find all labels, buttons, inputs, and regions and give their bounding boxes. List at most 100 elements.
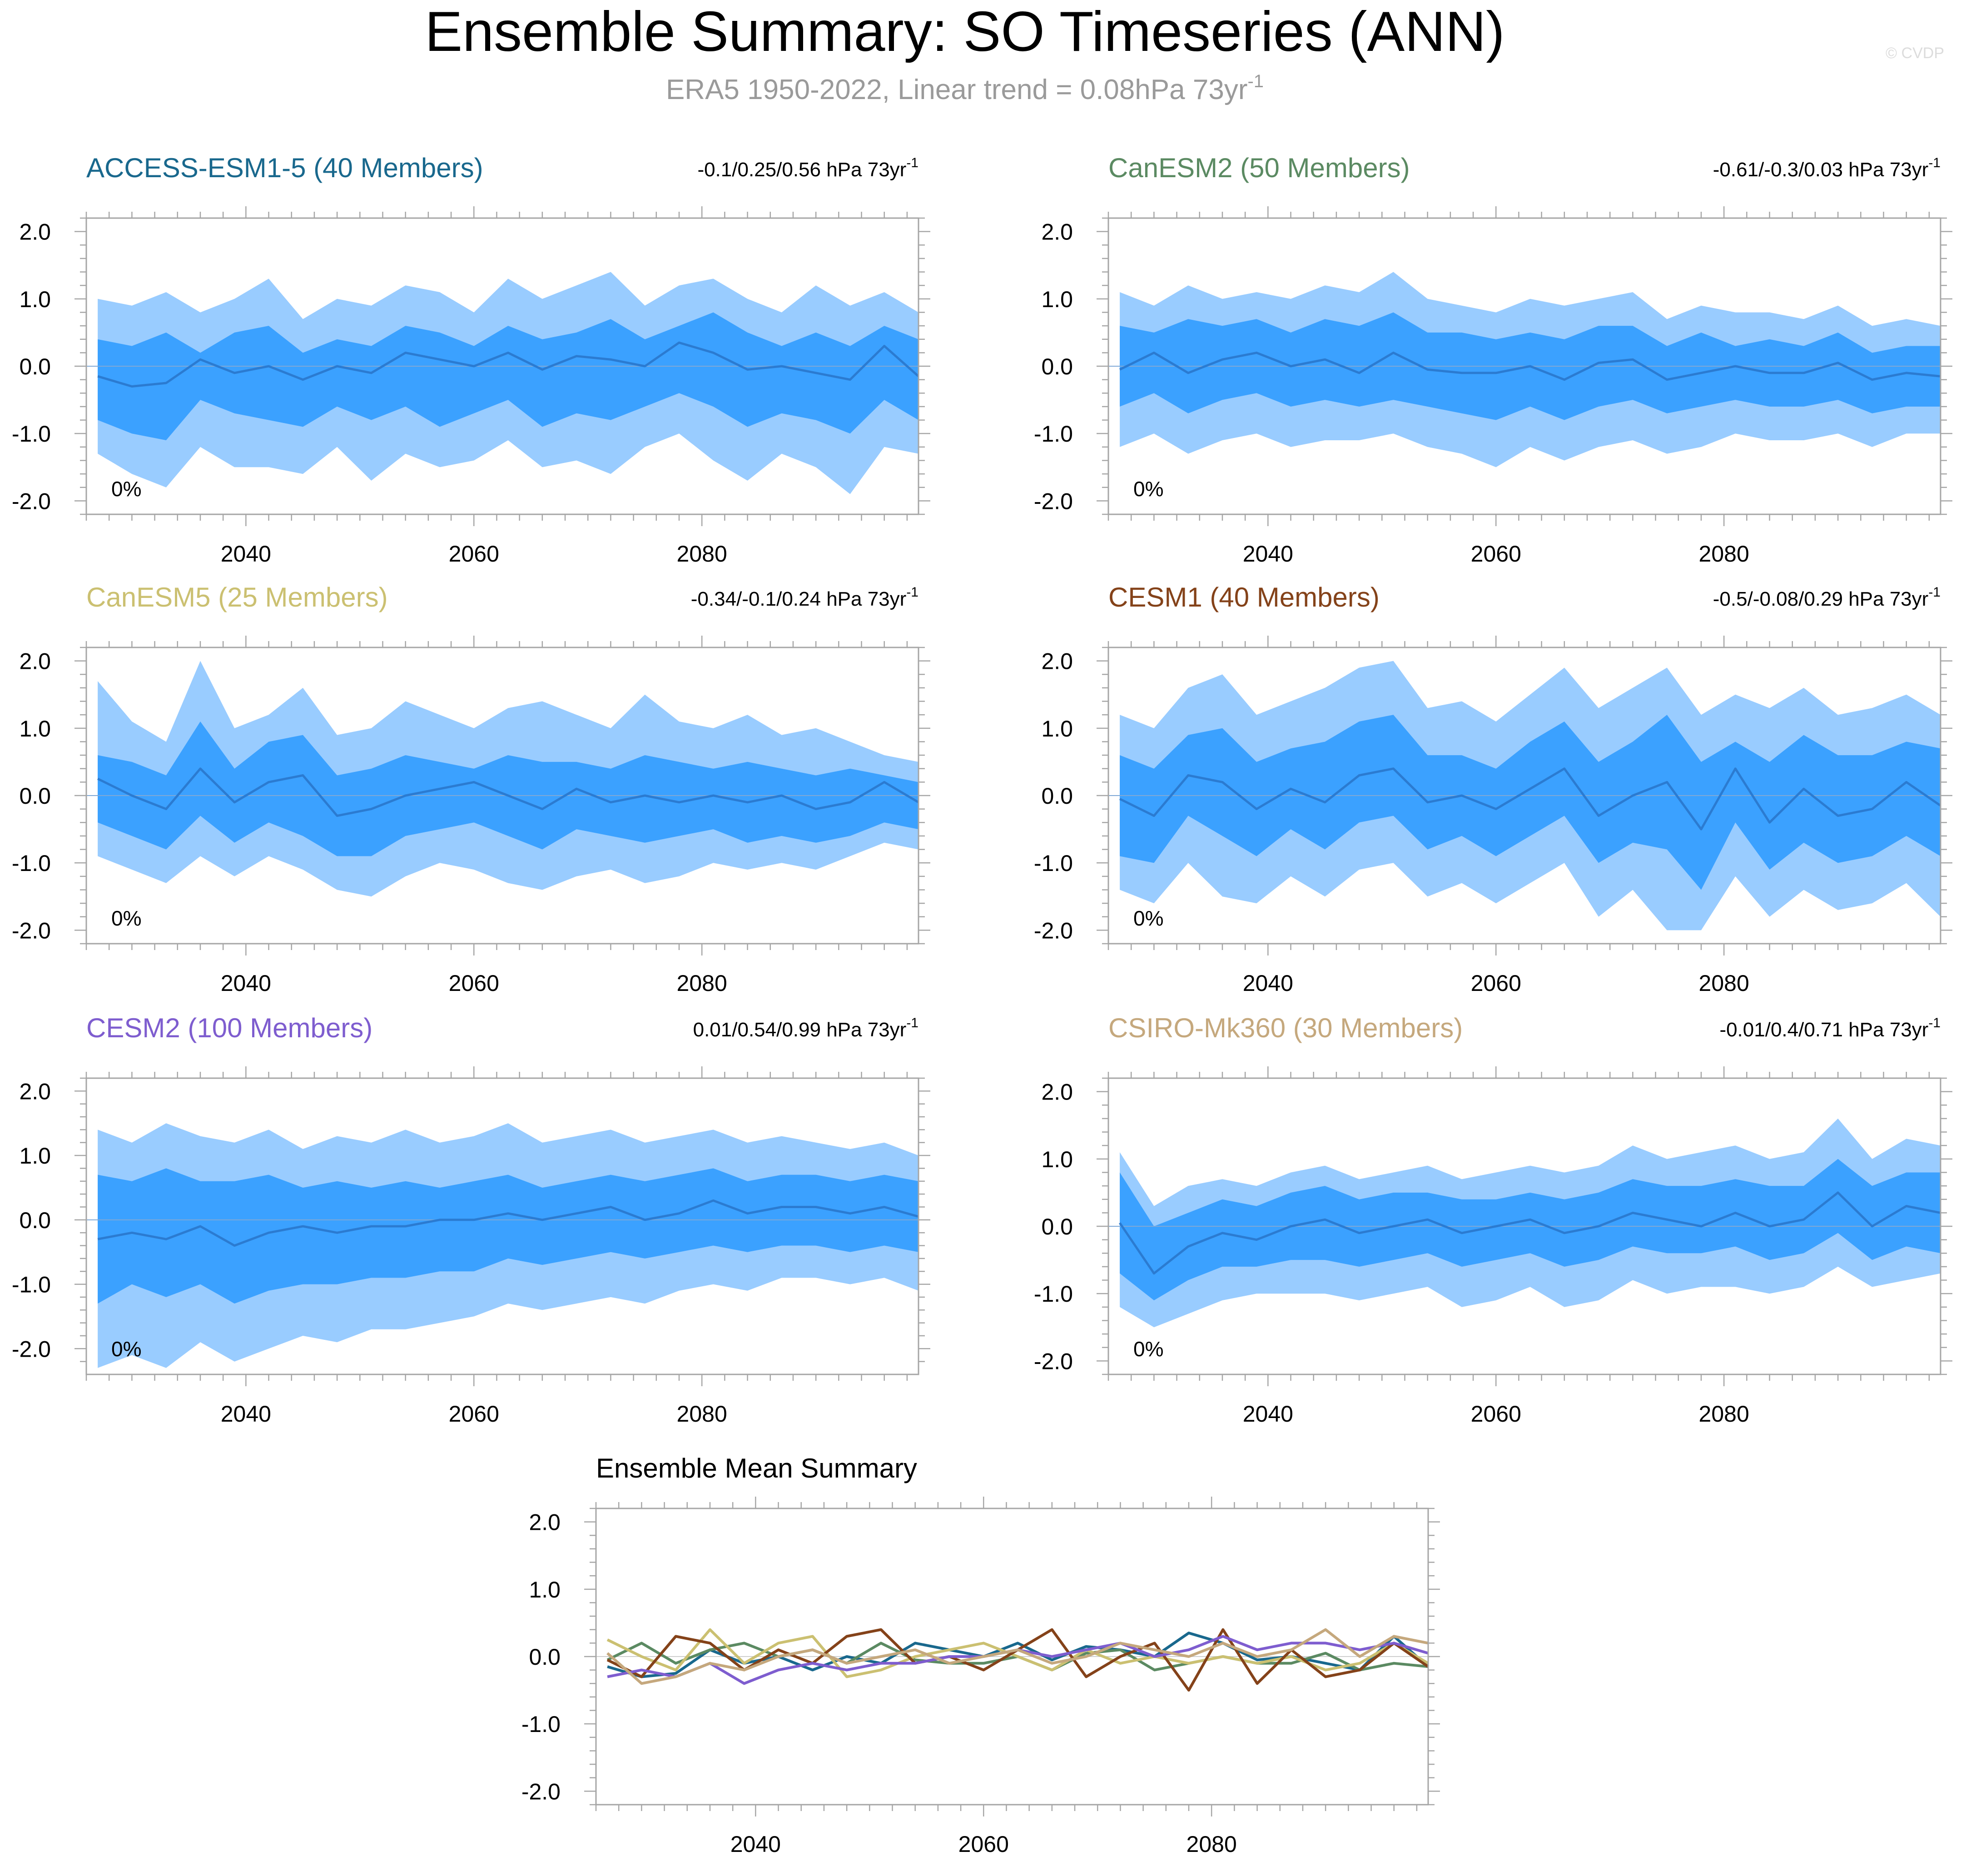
- x-tick-label: 2060: [449, 970, 499, 996]
- panel-model-title: CSIRO-Mk360 (30 Members): [1108, 1013, 1463, 1043]
- trend-range-text: -0.01/0.4/0.71 hPa 73yr: [1719, 1019, 1928, 1041]
- y-tick-label: 2.0: [1041, 1080, 1073, 1105]
- ensemble-mean-line: [97, 1199, 919, 1247]
- y-tick-label: 2.0: [19, 219, 51, 245]
- x-tick-label: 2060: [1471, 970, 1521, 996]
- ensemble-mean-line: [1119, 1191, 1941, 1275]
- y-tick-label: -1.0: [12, 851, 51, 876]
- y-tick-label: 2.0: [19, 649, 51, 674]
- mean-series-line-cesm1: [606, 1628, 1429, 1692]
- panel-percent-label: 0%: [1133, 1337, 1163, 1361]
- y-tick-label: 0.0: [1041, 354, 1073, 379]
- panel-percent-label: 0%: [111, 477, 141, 501]
- range-band-inner: [1120, 715, 1941, 890]
- y-tick-label: -2.0: [1034, 1349, 1073, 1374]
- chart-panel-1: ACCESS-ESM1-5 (40 Members) -0.1/0.25/0.56…: [12, 153, 930, 567]
- panel-trend-range: -0.5/-0.08/0.29 hPa 73yr-1: [1713, 585, 1941, 610]
- panels-group: ACCESS-ESM1-5 (40 Members) -0.1/0.25/0.56…: [12, 153, 1952, 1857]
- trend-range-text: -0.1/0.25/0.56 hPa 73yr: [697, 159, 906, 181]
- y-tick-label: 1.0: [19, 716, 51, 741]
- panel-percent-label: 0%: [111, 906, 141, 930]
- y-tick-label: 0.0: [1041, 783, 1073, 809]
- x-tick-label: 2040: [730, 1831, 781, 1857]
- panel-model-title: CanESM2 (50 Members): [1108, 153, 1410, 183]
- y-tick-label: 2.0: [1041, 219, 1073, 245]
- x-tick-label: 2040: [1243, 541, 1293, 567]
- y-tick-label: -2.0: [12, 488, 51, 514]
- x-tick-label: 2060: [449, 541, 499, 567]
- mean-series-line-csiro-mk360: [606, 1628, 1429, 1685]
- x-tick-label: 2040: [1243, 970, 1293, 996]
- figure-subtitle: ERA5 1950-2022, Linear trend = 0.08hPa 7…: [666, 71, 1264, 105]
- panel-trend-range: 0.01/0.54/0.99 hPa 73yr-1: [693, 1015, 918, 1041]
- panel-model-title: CanESM5 (25 Members): [86, 582, 388, 612]
- plot-frame: [85, 1077, 919, 1375]
- x-tick-label: 2060: [958, 1831, 1009, 1857]
- trend-range-superscript: -1: [906, 585, 918, 600]
- y-tick-label: 2.0: [1041, 649, 1073, 674]
- panel-trend-range: -0.61/-0.3/0.03 hPa 73yr-1: [1713, 155, 1941, 181]
- y-tick-label: 1.0: [19, 287, 51, 312]
- y-tick-label: 2.0: [529, 1510, 561, 1535]
- y-tick-label: -1.0: [1034, 1281, 1073, 1307]
- range-band-inner: [98, 312, 919, 440]
- trend-range-superscript: -1: [1928, 155, 1941, 170]
- y-tick-label: 0.0: [1041, 1214, 1073, 1239]
- trend-range-text: -0.34/-0.1/0.24 hPa 73yr: [691, 588, 907, 610]
- y-tick-label: -2.0: [1034, 918, 1073, 943]
- y-tick-label: -1.0: [521, 1712, 561, 1737]
- y-tick-label: -2.0: [12, 918, 51, 943]
- y-tick-label: 1.0: [529, 1577, 561, 1602]
- chart-panel-2: CanESM2 (50 Members) -0.61/-0.3/0.03 hPa …: [1034, 153, 1952, 567]
- panel-trend-range: -0.01/0.4/0.71 hPa 73yr-1: [1719, 1015, 1941, 1041]
- x-tick-label: 2080: [677, 1401, 727, 1427]
- panel-percent-label: 0%: [1133, 906, 1163, 930]
- y-tick-label: 0.0: [529, 1644, 561, 1670]
- x-tick-label: 2060: [449, 1401, 499, 1427]
- ensemble-mean-summary-title: Ensemble Mean Summary: [596, 1453, 917, 1483]
- trend-range-text: -0.5/-0.08/0.29 hPa 73yr: [1713, 588, 1929, 610]
- mean-series-line-canesm5: [606, 1628, 1429, 1678]
- chart-panel-4: CESM1 (40 Members) -0.5/-0.08/0.29 hPa 73…: [1034, 582, 1952, 996]
- y-tick-label: -1.0: [12, 1272, 51, 1298]
- panel-trend-range: -0.34/-0.1/0.24 hPa 73yr-1: [691, 585, 918, 610]
- trend-range-superscript: -1: [1928, 1015, 1941, 1030]
- y-tick-label: -2.0: [12, 1336, 51, 1362]
- y-tick-label: 1.0: [1041, 716, 1073, 741]
- ensemble-mean-line: [97, 767, 919, 817]
- chart-panel-5: CESM2 (100 Members) 0.01/0.54/0.99 hPa 73…: [12, 1013, 930, 1427]
- subtitle-superscript: -1: [1247, 71, 1264, 91]
- x-tick-label: 2040: [221, 1401, 271, 1427]
- x-tick-label: 2040: [221, 970, 271, 996]
- x-tick-label: 2040: [1243, 1401, 1293, 1427]
- y-tick-label: 0.0: [19, 783, 51, 809]
- x-tick-label: 2080: [677, 541, 727, 567]
- range-band-inner: [98, 722, 919, 856]
- trend-range-text: -0.61/-0.3/0.03 hPa 73yr: [1713, 159, 1929, 181]
- chart-panel-7: Ensemble Mean Summary 2040 2060 2080 -2.0 -1.…: [521, 1453, 1440, 1857]
- watermark: © CVDP: [1886, 45, 1944, 62]
- y-tick-label: 1.0: [19, 1143, 51, 1169]
- ensemble-mean-line: [97, 341, 919, 388]
- panel-model-title: CESM2 (100 Members): [86, 1013, 372, 1043]
- y-tick-label: -1.0: [12, 421, 51, 447]
- chart-panel-6: CSIRO-Mk360 (30 Members) -0.01/0.4/0.71 h…: [1034, 1013, 1952, 1427]
- trend-range-superscript: -1: [1928, 585, 1941, 600]
- panel-percent-label: 0%: [111, 1337, 141, 1361]
- y-tick-label: -2.0: [1034, 488, 1073, 514]
- x-tick-label: 2060: [1471, 541, 1521, 567]
- ensemble-mean-line: [1119, 351, 1941, 381]
- x-tick-label: 2080: [1699, 541, 1749, 567]
- ensemble-mean-line: [1119, 767, 1941, 831]
- y-tick-label: 1.0: [1041, 1147, 1073, 1172]
- chart-panel-3: CanESM5 (25 Members) -0.34/-0.1/0.24 hPa …: [12, 582, 930, 996]
- panel-model-title: ACCESS-ESM1-5 (40 Members): [86, 153, 483, 183]
- range-band-inner: [1120, 1159, 1941, 1300]
- y-tick-label: 0.0: [19, 1208, 51, 1233]
- panel-percent-label: 0%: [1133, 477, 1163, 501]
- mean-series-line-access-esm1-5: [607, 1632, 1429, 1678]
- subtitle-main: ERA5 1950-2022, Linear trend = 0.08hPa 7…: [666, 74, 1248, 105]
- x-tick-label: 2040: [221, 541, 271, 567]
- y-tick-label: 0.0: [19, 354, 51, 379]
